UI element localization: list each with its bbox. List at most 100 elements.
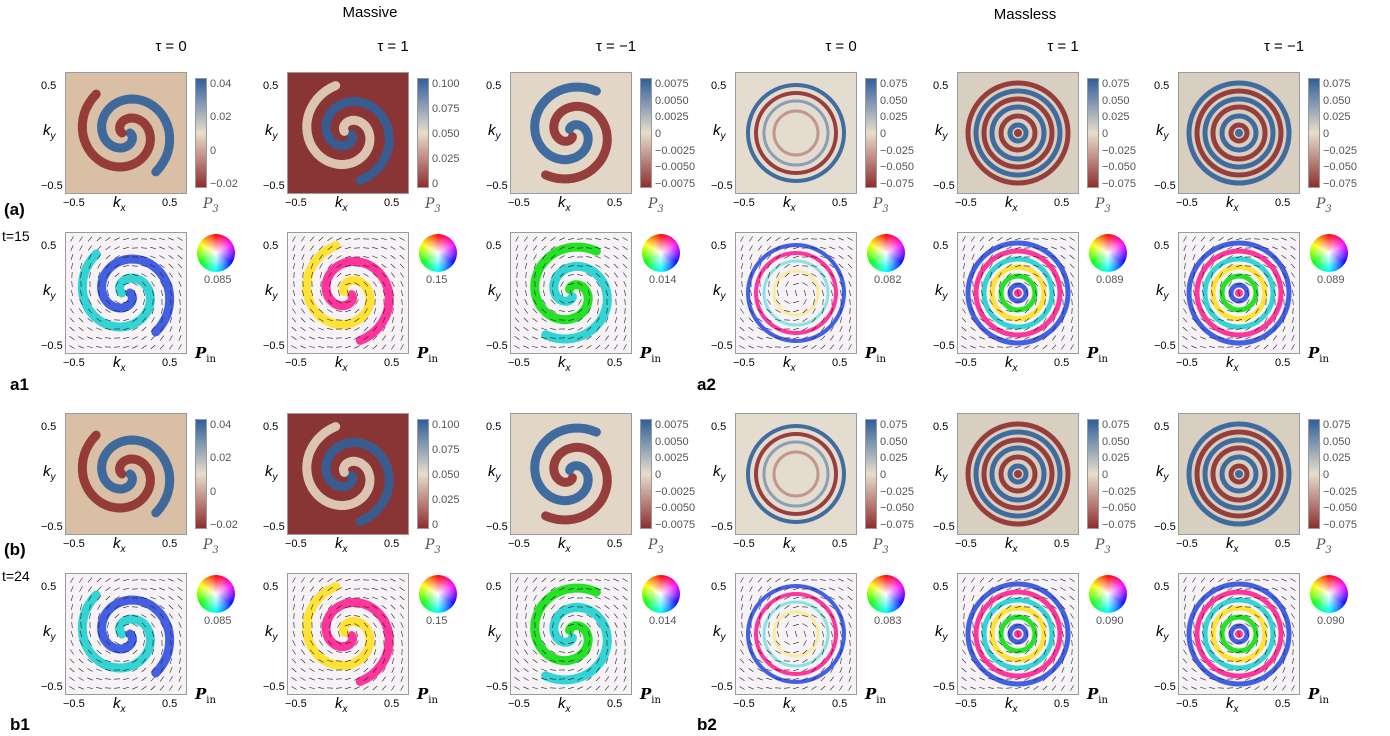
x-tick: −0.5 xyxy=(733,357,755,369)
y-tick: −0.5 xyxy=(1154,521,1176,533)
colorbar xyxy=(1308,419,1320,529)
vector-plot xyxy=(1178,232,1300,354)
y-tick: 0.5 xyxy=(263,421,279,433)
ky-label: ky xyxy=(43,282,56,302)
axis-text: x xyxy=(565,544,571,555)
colorbar-tick: 0.050 xyxy=(1102,94,1130,107)
vector-plot xyxy=(957,573,1079,695)
kx-label: kx xyxy=(1005,194,1018,214)
axis-text: k xyxy=(1156,463,1164,480)
color-wheel-icon xyxy=(642,234,680,272)
kx-label: kx xyxy=(1226,535,1239,555)
axis-text: k xyxy=(558,194,566,211)
wheel-max-value: 0.082 xyxy=(874,274,902,286)
axis-text: k xyxy=(1156,282,1164,299)
panel-label: (a) xyxy=(4,200,25,219)
axis-text: k xyxy=(558,354,566,371)
kx-label: kx xyxy=(1226,695,1239,715)
colorbar-tick: −0.075 xyxy=(1323,178,1357,190)
axis-text: y xyxy=(272,291,278,302)
pin-text: in xyxy=(876,354,886,365)
axis-text: k xyxy=(783,194,791,211)
x-tick: 0.5 xyxy=(1275,197,1291,209)
axis-text: x xyxy=(1233,363,1239,374)
y-tick: 0.5 xyxy=(41,240,57,252)
axis-text: y xyxy=(495,131,501,142)
colorbar-tick: 0.075 xyxy=(880,419,908,431)
x-tick: 0.5 xyxy=(384,538,400,550)
y-tick: −0.5 xyxy=(263,521,285,533)
y-tick: 0.5 xyxy=(263,80,279,92)
color-wheel-icon xyxy=(197,234,235,272)
x-tick: 0.5 xyxy=(1054,538,1070,550)
colorbar-tick: 0.050 xyxy=(432,128,460,140)
axis-text: y xyxy=(495,632,501,643)
x-tick: 0.5 xyxy=(607,698,623,710)
axis-text: k xyxy=(335,194,343,211)
panel-label: b1 xyxy=(10,715,30,734)
colorbar-tick: 0.025 xyxy=(1102,111,1130,124)
axis-text: k xyxy=(43,122,51,139)
ky-label: ky xyxy=(265,122,278,142)
p3-text: 3 xyxy=(434,203,441,215)
panel-label: b2 xyxy=(697,715,717,734)
pin-label: Pin xyxy=(417,344,438,365)
kx-label: kx xyxy=(113,695,126,715)
colorbar-tick: 0.025 xyxy=(432,494,460,506)
y-tick: −0.5 xyxy=(486,521,508,533)
axis-text: k xyxy=(113,354,121,371)
axis-text: x xyxy=(120,363,126,374)
y-tick: 0.5 xyxy=(711,240,727,252)
colorbar-tick: −0.025 xyxy=(1323,485,1357,498)
p3-label: P3 xyxy=(203,196,219,215)
colorbar-tick: 0.075 xyxy=(1102,78,1130,90)
y-tick: −0.5 xyxy=(711,521,733,533)
colorbar-tick: 0.025 xyxy=(880,452,908,465)
wheel-max-value: 0.089 xyxy=(1317,274,1345,286)
colorbar-tick: 0 xyxy=(655,469,662,481)
axis-text: k xyxy=(1226,354,1234,371)
y-tick: −0.5 xyxy=(486,340,508,352)
y-tick: −0.5 xyxy=(1154,681,1176,693)
p3-label: P3 xyxy=(425,537,441,556)
colorbar-tick: 0.0075 xyxy=(655,78,689,90)
p3-text: 3 xyxy=(1104,544,1111,556)
vector-plot xyxy=(510,573,632,695)
axis-text: k xyxy=(935,463,943,480)
colorbar xyxy=(865,78,877,188)
pin-label: Pin xyxy=(865,344,886,365)
tau-label: τ = −1 xyxy=(595,38,637,55)
pin-text: P xyxy=(1308,685,1320,703)
kx-label: kx xyxy=(113,354,126,374)
p3-label: P3 xyxy=(425,196,441,215)
colorbar-tick: −0.050 xyxy=(1102,502,1136,515)
axis-text: x xyxy=(120,704,126,715)
colorbar-tick: 0.0075 xyxy=(655,419,689,431)
x-tick: −0.5 xyxy=(733,698,755,710)
y-tick: −0.5 xyxy=(711,340,733,352)
axis-text: k xyxy=(713,122,721,139)
colorbar-tick: 0.025 xyxy=(880,111,908,124)
axis-text: k xyxy=(488,122,496,139)
p3-text: P xyxy=(203,196,213,212)
pin-label: Pin xyxy=(195,685,216,706)
colorbar-tick: 0.025 xyxy=(1323,452,1351,465)
pin-text: in xyxy=(1098,354,1108,365)
p3-text: 3 xyxy=(212,544,219,556)
kx-label: kx xyxy=(1005,354,1018,374)
colorbar-tick: −0.075 xyxy=(880,519,914,531)
colorbar-tick: 0 xyxy=(1323,469,1330,481)
colorbar xyxy=(640,419,652,529)
axis-text: k xyxy=(265,623,273,640)
ky-label: ky xyxy=(713,282,726,302)
vector-plot xyxy=(287,573,409,695)
pin-text: P xyxy=(1087,685,1099,703)
axis-text: y xyxy=(720,131,726,142)
tau-label: τ = −1 xyxy=(1263,38,1305,55)
y-tick: −0.5 xyxy=(711,681,733,693)
axis-text: x xyxy=(120,544,126,555)
colorbar-tick: −0.025 xyxy=(880,485,914,498)
axis-text: k xyxy=(558,535,566,552)
colorbar xyxy=(640,78,652,188)
kx-label: kx xyxy=(335,695,348,715)
